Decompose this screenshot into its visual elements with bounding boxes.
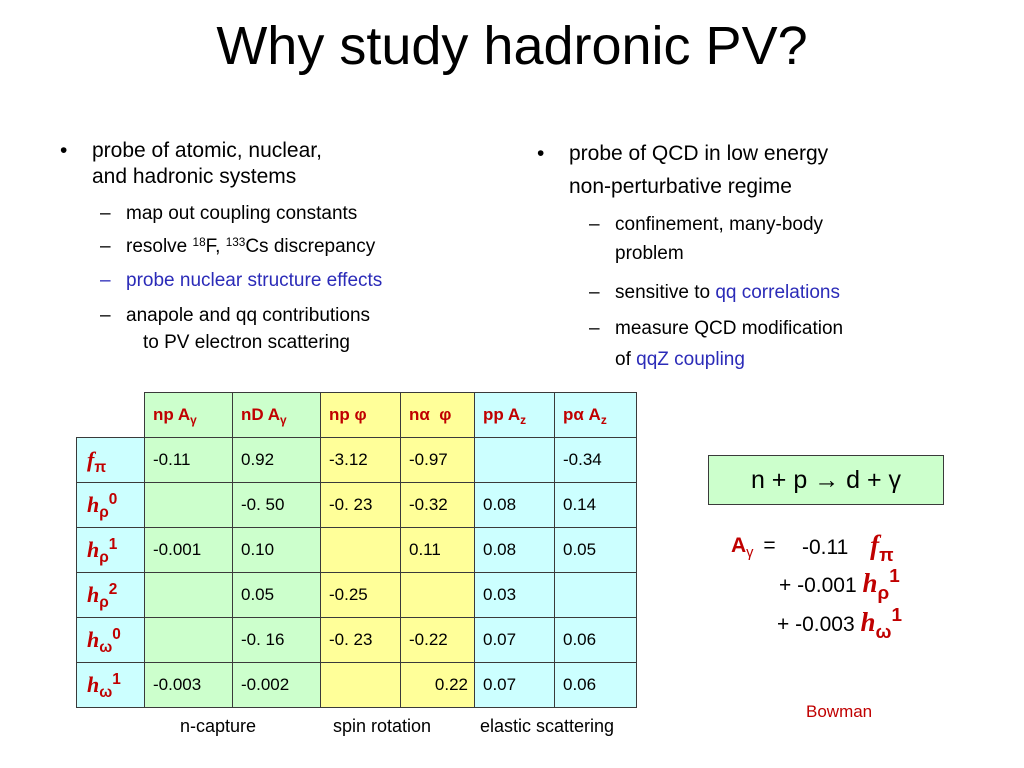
table-cell: -0.25 <box>320 572 401 618</box>
table-cell: -0.002 <box>232 662 321 708</box>
caption-spin-rotation: spin rotation <box>333 716 432 736</box>
table-cell <box>320 527 401 573</box>
table-cell: 0.03 <box>474 572 555 618</box>
table-cell: -0. 16 <box>232 617 321 663</box>
table-cell: -0. 23 <box>320 617 401 663</box>
table-row: hω1 -0.003 -0.002 0.22 0.07 0.06 <box>76 662 637 708</box>
reaction-box: n + p → d + γ <box>708 455 944 505</box>
table-cell: 0.05 <box>554 527 637 573</box>
row-header: hρ2 <box>76 572 145 618</box>
right-bullet-line-2: non-perturbative regime <box>569 175 792 198</box>
table-cell: -0. 23 <box>320 482 401 528</box>
equation-term-3: + -0.003 hω1 <box>777 604 903 643</box>
coupling-table: np Aγ nD Aγ np φ nα φ pp Az pα Az fπ -0.… <box>76 392 637 708</box>
row-header: hω0 <box>76 617 145 663</box>
left-column: • probe of atomic, nuclear, and hadronic… <box>60 139 383 353</box>
table-cell: -0.22 <box>400 617 475 663</box>
column-header: pp Az <box>474 392 555 438</box>
table-corner <box>77 393 145 438</box>
table-cell: -0. 50 <box>232 482 321 528</box>
table-cell: -0.97 <box>400 437 475 483</box>
bullet-dot: • <box>537 142 545 165</box>
table-cell: 0.06 <box>554 617 637 663</box>
equation-term-1: -0.11 fπ <box>802 530 894 566</box>
table-row: hω0 -0. 16 -0. 23 -0.22 0.07 0.06 <box>76 617 637 663</box>
slide-title: Why study hadronic PV? <box>216 16 808 76</box>
table-cell: -0.11 <box>144 437 233 483</box>
left-bullet-line-2: and hadronic systems <box>92 165 297 188</box>
table-cell: -0.34 <box>554 437 637 483</box>
table-cell: 0.07 <box>474 617 555 663</box>
left-bullet-line-1: probe of atomic, nuclear, <box>92 139 322 162</box>
table-cell: 0.14 <box>554 482 637 528</box>
table-cell <box>400 572 475 618</box>
column-header: np Aγ <box>144 392 233 438</box>
right-bullet-line-1: probe of QCD in low energy <box>569 142 829 165</box>
table-cell: -3.12 <box>320 437 401 483</box>
caption-elastic-scattering: elastic scattering <box>480 716 615 736</box>
table-cell: -0.003 <box>144 662 233 708</box>
table-cell: 0.22 <box>400 662 475 708</box>
column-header: np φ <box>320 392 401 438</box>
bullet-dot: • <box>60 139 68 162</box>
right-column: • probe of QCD in low energy non-perturb… <box>537 142 844 370</box>
table-cell <box>474 437 555 483</box>
table-cell <box>144 617 233 663</box>
table-cell: 0.08 <box>474 482 555 528</box>
row-header: hω1 <box>76 662 145 708</box>
table-cell: 0.08 <box>474 527 555 573</box>
table-cell <box>554 572 637 618</box>
table-cell: 0.10 <box>232 527 321 573</box>
table-cell <box>320 662 401 708</box>
equation-term-2: + -0.001 hρ1 <box>779 565 900 604</box>
column-header: nD Aγ <box>232 392 321 438</box>
table-row: hρ1 -0.001 0.10 0.11 0.08 0.05 <box>76 527 637 573</box>
table-cell: 0.07 <box>474 662 555 708</box>
equation-lhs: Aγ = <box>731 534 776 562</box>
column-header: pα Az <box>554 392 637 438</box>
column-header: nα φ <box>400 392 475 438</box>
table-cell <box>144 572 233 618</box>
table-row: fπ -0.11 0.92 -3.12 -0.97 -0.34 <box>76 437 637 483</box>
row-header: hρ1 <box>76 527 145 573</box>
table-row: hρ2 0.05 -0.25 0.03 <box>76 572 637 618</box>
table-cell: 0.11 <box>400 527 475 573</box>
row-header: fπ <box>76 437 145 483</box>
table-header-row: np Aγ nD Aγ np φ nα φ pp Az pα Az <box>77 392 637 438</box>
table-row: hρ0 -0. 50 -0. 23 -0.32 0.08 0.14 <box>76 482 637 528</box>
caption-n-capture: n-capture <box>180 716 257 736</box>
row-header: hρ0 <box>76 482 145 528</box>
table-cell: 0.92 <box>232 437 321 483</box>
table-cell: -0.32 <box>400 482 475 528</box>
table-cell: -0.001 <box>144 527 233 573</box>
table-cell: 0.06 <box>554 662 637 708</box>
table-cell: 0.05 <box>232 572 321 618</box>
table-cell <box>144 482 233 528</box>
credit-label: Bowman <box>806 702 873 721</box>
